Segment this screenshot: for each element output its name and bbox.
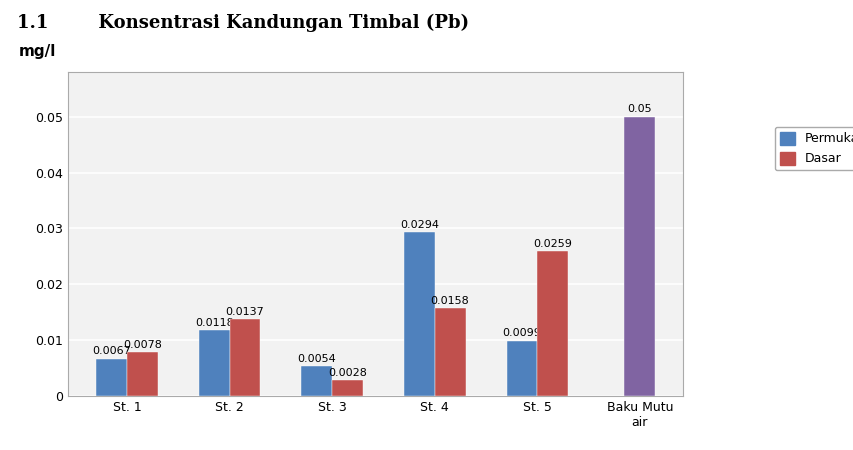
Bar: [127, 352, 158, 396]
Text: 0.0054: 0.0054: [297, 354, 336, 364]
Bar: [229, 320, 260, 396]
Bar: [624, 117, 654, 396]
Bar: [506, 341, 537, 396]
Text: 0.0137: 0.0137: [225, 307, 264, 317]
Text: 0.0067: 0.0067: [92, 346, 131, 356]
Text: 0.0294: 0.0294: [399, 220, 438, 230]
Bar: [96, 359, 127, 396]
Bar: [434, 308, 465, 396]
Bar: [301, 366, 332, 396]
Bar: [537, 251, 567, 396]
Bar: [199, 330, 229, 396]
Bar: [403, 232, 434, 396]
Text: 0.0118: 0.0118: [194, 318, 234, 328]
Text: 0.0028: 0.0028: [328, 368, 367, 378]
Text: 0.0158: 0.0158: [430, 296, 469, 306]
Text: 0.0078: 0.0078: [123, 340, 162, 350]
Text: 1.1        Konsentrasi Kandungan Timbal (Pb): 1.1 Konsentrasi Kandungan Timbal (Pb): [17, 14, 468, 32]
Text: mg/l: mg/l: [19, 44, 56, 59]
Text: 0.0259: 0.0259: [532, 239, 572, 249]
Text: 0.0099: 0.0099: [502, 328, 541, 338]
Bar: [332, 380, 363, 396]
Legend: Permukaan, Dasar: Permukaan, Dasar: [774, 127, 853, 171]
Text: 0.05: 0.05: [627, 104, 652, 114]
